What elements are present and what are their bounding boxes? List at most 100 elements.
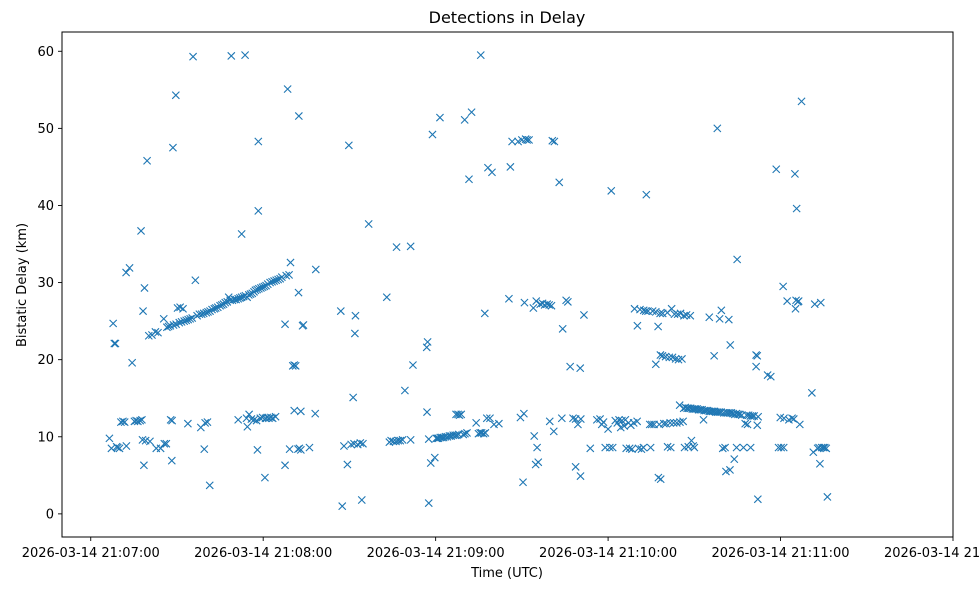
data-point xyxy=(154,328,162,337)
data-point xyxy=(725,465,734,474)
data-point xyxy=(651,360,660,369)
data-point xyxy=(156,444,165,453)
data-point xyxy=(746,443,755,452)
data-point xyxy=(487,168,496,177)
data-point xyxy=(110,339,119,348)
y-axis-title: Bistatic Delay (km) xyxy=(15,223,30,347)
data-point xyxy=(260,282,269,291)
data-point xyxy=(713,124,722,133)
data-point xyxy=(277,273,286,282)
data-point xyxy=(217,300,226,309)
data-point xyxy=(485,414,494,423)
data-point xyxy=(426,458,435,467)
data-point xyxy=(715,314,724,323)
data-point xyxy=(336,307,345,316)
data-point xyxy=(392,243,401,252)
data-point xyxy=(666,443,675,452)
data-point xyxy=(508,137,517,146)
data-point xyxy=(555,178,564,187)
data-point xyxy=(177,317,186,326)
data-point xyxy=(766,372,775,381)
data-point xyxy=(139,461,148,470)
data-point xyxy=(671,354,680,363)
data-point xyxy=(547,301,556,310)
data-point xyxy=(795,420,804,429)
data-point xyxy=(347,440,356,449)
data-point xyxy=(109,319,118,328)
data-point xyxy=(424,435,433,444)
data-point xyxy=(665,353,674,362)
data-point xyxy=(797,97,806,106)
data-point xyxy=(699,415,708,424)
data-point xyxy=(205,481,214,490)
data-point xyxy=(730,455,739,464)
data-point xyxy=(188,314,197,323)
data-point xyxy=(364,219,373,228)
data-point xyxy=(633,321,642,330)
data-point xyxy=(145,437,154,446)
data-point xyxy=(291,361,300,370)
data-point xyxy=(605,443,614,452)
data-point xyxy=(739,443,748,452)
data-point xyxy=(113,443,122,452)
plot-area xyxy=(61,31,954,538)
data-point xyxy=(115,444,124,453)
data-point xyxy=(254,206,263,215)
data-point xyxy=(285,445,294,454)
data-point xyxy=(815,459,824,468)
data-point xyxy=(545,417,554,426)
data-point xyxy=(151,327,160,336)
data-point xyxy=(753,421,762,430)
data-point xyxy=(783,297,792,306)
data-point xyxy=(460,115,469,124)
data-point xyxy=(532,297,541,306)
data-point xyxy=(780,414,788,423)
x-axis-title: Time (UTC) xyxy=(470,566,543,581)
x-tick-label: 2026-03-14 21:11:00 xyxy=(712,546,850,561)
x-tick-label: 2026-03-14 21:09:00 xyxy=(367,546,505,561)
data-point xyxy=(677,354,686,363)
data-point xyxy=(260,473,269,482)
data-point xyxy=(246,290,255,299)
data-point xyxy=(482,414,491,423)
data-point xyxy=(718,444,727,453)
data-point xyxy=(523,135,532,144)
data-point xyxy=(221,298,230,307)
data-point xyxy=(250,415,258,424)
data-point xyxy=(576,472,585,481)
data-point xyxy=(136,416,145,425)
data-point xyxy=(137,415,146,424)
data-point xyxy=(356,438,365,447)
data-point xyxy=(794,297,803,306)
y-tick-label: 0 xyxy=(46,507,54,522)
data-point xyxy=(639,443,648,452)
data-point xyxy=(646,443,655,452)
data-point xyxy=(791,304,800,313)
data-point xyxy=(125,263,134,272)
data-point xyxy=(525,135,534,144)
data-point xyxy=(604,425,613,434)
data-point xyxy=(810,300,819,309)
chart-title: Detections in Delay xyxy=(429,8,586,27)
data-point xyxy=(167,456,176,465)
data-point xyxy=(679,311,688,320)
data-point xyxy=(772,165,781,174)
data-point xyxy=(710,351,719,360)
x-tick-label: 2026-03-14 21:07:00 xyxy=(22,546,160,561)
data-point xyxy=(349,393,358,402)
data-point xyxy=(430,453,439,462)
data-point xyxy=(424,499,433,508)
data-point xyxy=(686,311,695,320)
data-point xyxy=(311,409,320,418)
data-point xyxy=(673,310,682,319)
data-point xyxy=(666,418,675,427)
data-point xyxy=(138,435,147,444)
data-point xyxy=(779,282,788,291)
data-point xyxy=(563,297,572,306)
data-point xyxy=(175,318,184,327)
data-point xyxy=(350,329,359,338)
data-point xyxy=(481,428,490,437)
data-point xyxy=(656,351,665,360)
data-point xyxy=(227,51,236,60)
